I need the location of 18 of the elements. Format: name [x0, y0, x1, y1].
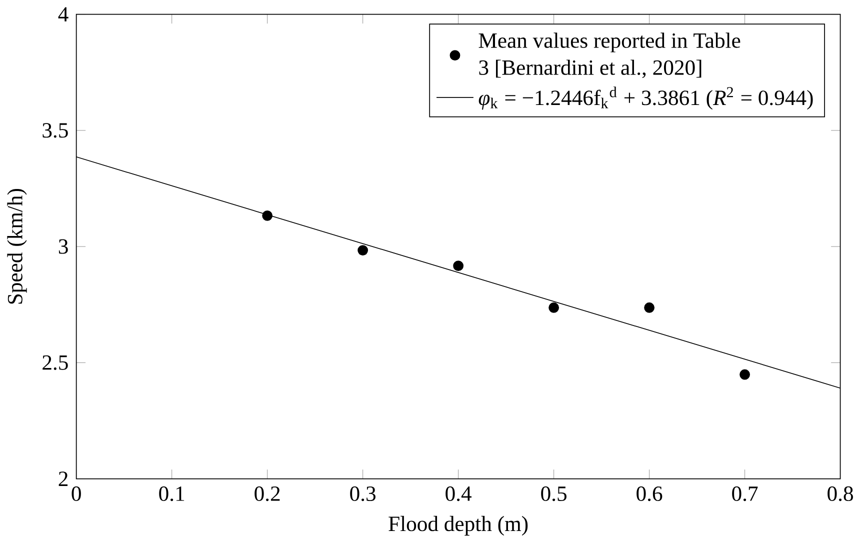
x-tick-label: 0.6 — [636, 486, 662, 502]
x-tick-label: 0.7 — [732, 486, 758, 502]
y-tick-label: 3 — [58, 239, 68, 254]
y-tick-label: 2 — [58, 472, 68, 486]
x-tick-label: 0 — [72, 486, 81, 502]
text: φ$_{k}$ = −1.2446f$_{k}$$^{d}$ + 3.3861 (R$^{2}$ = 0.944) — [478, 86, 813, 110]
x-tick-label: 0.4 — [446, 486, 472, 502]
x-tick-label: 0.1 — [159, 486, 184, 502]
x-axis-title: Flood depth (m) — [388, 516, 528, 536]
y-tick-label: 2.5 — [42, 355, 68, 370]
y-tick-label: 4 — [58, 7, 68, 22]
y-axis-title: Speed (km/h) — [7, 189, 27, 304]
x-tick-label: 0.8 — [828, 486, 853, 502]
legend-label: Mean values reported in Table 3 [Bernardini et al., 2020] — [478, 32, 740, 78]
x-tick-label: 0.3 — [350, 486, 376, 502]
x-tick-label: 0.2 — [254, 486, 280, 502]
x-tick-label: 0.5 — [541, 486, 566, 502]
y-tick-label: 3.5 — [42, 123, 68, 138]
